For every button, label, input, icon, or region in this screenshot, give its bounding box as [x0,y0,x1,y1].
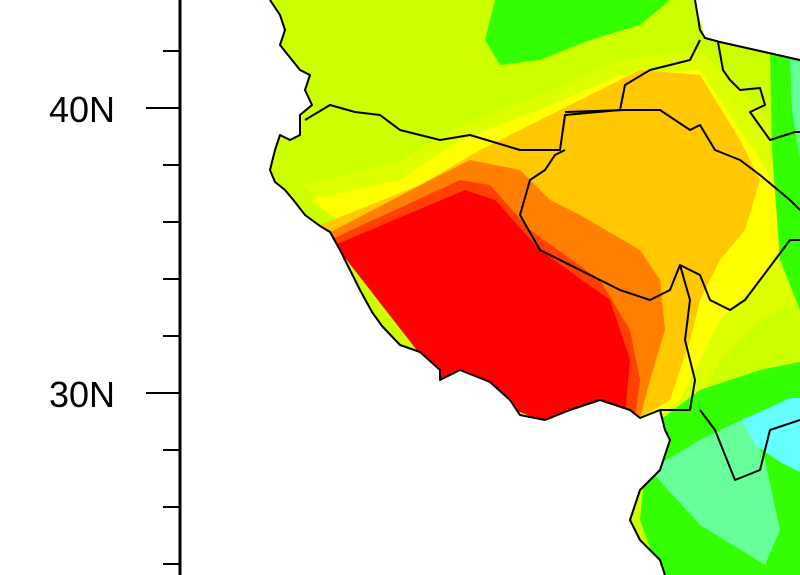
contour-band-green-east [770,50,800,310]
contour-band-red [335,190,630,420]
outer-boundary-northeast [694,0,800,61]
province-boundary [564,109,800,211]
latitude-axis: 40N 30N [49,0,182,575]
contour-band-lightgreen-east [790,60,800,160]
tick-label-40n: 40N [49,89,115,130]
contour-band-lightgreen-south [650,418,780,565]
contour-band-cyan [742,398,800,472]
boundaries [269,0,800,575]
province-boundary [304,39,701,151]
contour-band-green-north [485,0,670,65]
tick-label-30n: 30N [49,374,115,415]
province-boundary [519,149,800,311]
province-boundary [699,409,800,481]
outer-boundary [269,0,671,575]
province-boundary [717,41,800,141]
province-boundary [660,264,696,411]
